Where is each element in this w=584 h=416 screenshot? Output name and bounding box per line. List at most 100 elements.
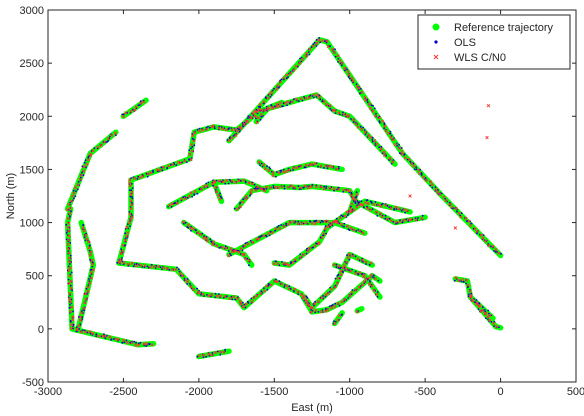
wls-point (242, 253, 246, 257)
wls-point (313, 244, 317, 248)
ols-point (260, 162, 263, 165)
wls-point (329, 223, 333, 227)
ols-point (259, 118, 262, 121)
ols-point (70, 271, 73, 274)
wls-point (382, 150, 386, 154)
wls-point (291, 166, 296, 170)
ols-point (280, 78, 283, 81)
wls-point (237, 250, 241, 254)
wls-point (294, 97, 299, 101)
wls-point (266, 231, 271, 236)
wls-point (316, 219, 321, 224)
ols-point (248, 264, 250, 267)
ols-point (109, 135, 111, 138)
ols-point (354, 202, 357, 205)
ols-point (82, 224, 85, 227)
wls-point (69, 199, 74, 203)
x-tick-label: -2500 (109, 386, 137, 398)
wls-point (91, 268, 95, 272)
wls-point (394, 205, 398, 209)
ols-point (335, 217, 338, 220)
wls-point (183, 196, 188, 201)
wls-point (416, 168, 421, 172)
ols-point (72, 310, 74, 313)
ols-point (198, 127, 201, 130)
ols-point (69, 284, 72, 287)
wls-point (83, 330, 88, 334)
wls-point (475, 229, 479, 234)
wls-point (230, 136, 234, 140)
wls-point (70, 194, 75, 199)
wls-point (202, 236, 206, 240)
wls-point (391, 160, 395, 164)
wls-point (336, 318, 340, 322)
ols-point (182, 196, 185, 199)
wls-point (218, 350, 222, 354)
wls-point (179, 197, 184, 201)
ols-point (74, 195, 77, 198)
wls-point (284, 169, 289, 174)
wls-point (334, 219, 339, 223)
ols-point (266, 288, 269, 291)
wls-point (296, 290, 300, 294)
wls-point (421, 175, 426, 179)
ols-point (306, 247, 308, 250)
ols-point (378, 120, 381, 123)
ols-point (285, 224, 288, 227)
wls-point (309, 185, 313, 189)
wls-point (495, 324, 499, 329)
ols-point (334, 277, 337, 280)
ols-point (488, 312, 490, 315)
wls-point (266, 96, 270, 100)
wls-point (66, 221, 71, 225)
wls-point (207, 294, 211, 298)
wls-point (128, 178, 132, 182)
x-tick-label: -500 (414, 386, 436, 398)
ols-point (415, 166, 417, 169)
ols-point (69, 303, 71, 306)
wls-point (311, 44, 316, 48)
y-tick-label: 3000 (20, 5, 44, 17)
wls-point (246, 242, 250, 246)
wls-point (317, 240, 321, 245)
wls-point (215, 244, 219, 248)
wls-point (197, 354, 202, 358)
wls-point (363, 98, 368, 102)
wls-point (149, 171, 153, 175)
wls-point (237, 179, 241, 183)
wls-point (388, 156, 392, 161)
wls-point (347, 189, 352, 193)
wls-point (419, 216, 424, 221)
wls-point (191, 287, 196, 292)
wls-point (350, 290, 354, 295)
wls-point (88, 330, 92, 334)
x-tick-label: -1000 (336, 386, 364, 398)
ols-point (470, 222, 473, 225)
ols-point (290, 261, 292, 264)
wls-point (397, 207, 401, 211)
ols-point (371, 139, 374, 141)
data-layer (64, 37, 504, 360)
ols-point (255, 117, 257, 120)
wls-point (270, 231, 274, 235)
wls-point (351, 254, 355, 258)
wls-point (141, 100, 146, 104)
ols-point (68, 306, 71, 309)
wls-point (377, 116, 382, 120)
ols-point (275, 260, 278, 263)
wls-point (435, 190, 440, 194)
ols-point (128, 211, 131, 213)
wls-point (101, 334, 105, 338)
ols-point (233, 207, 236, 210)
wls-point (138, 175, 142, 180)
wls-point (406, 217, 411, 222)
ols-point (160, 166, 163, 169)
wls-point (335, 281, 339, 285)
ols-point (299, 253, 302, 256)
ols-point (290, 262, 292, 265)
ols-point (371, 275, 374, 278)
ols-point (155, 265, 158, 267)
wls-point (277, 171, 281, 175)
ols-point (384, 214, 387, 217)
ols-point (282, 105, 284, 107)
